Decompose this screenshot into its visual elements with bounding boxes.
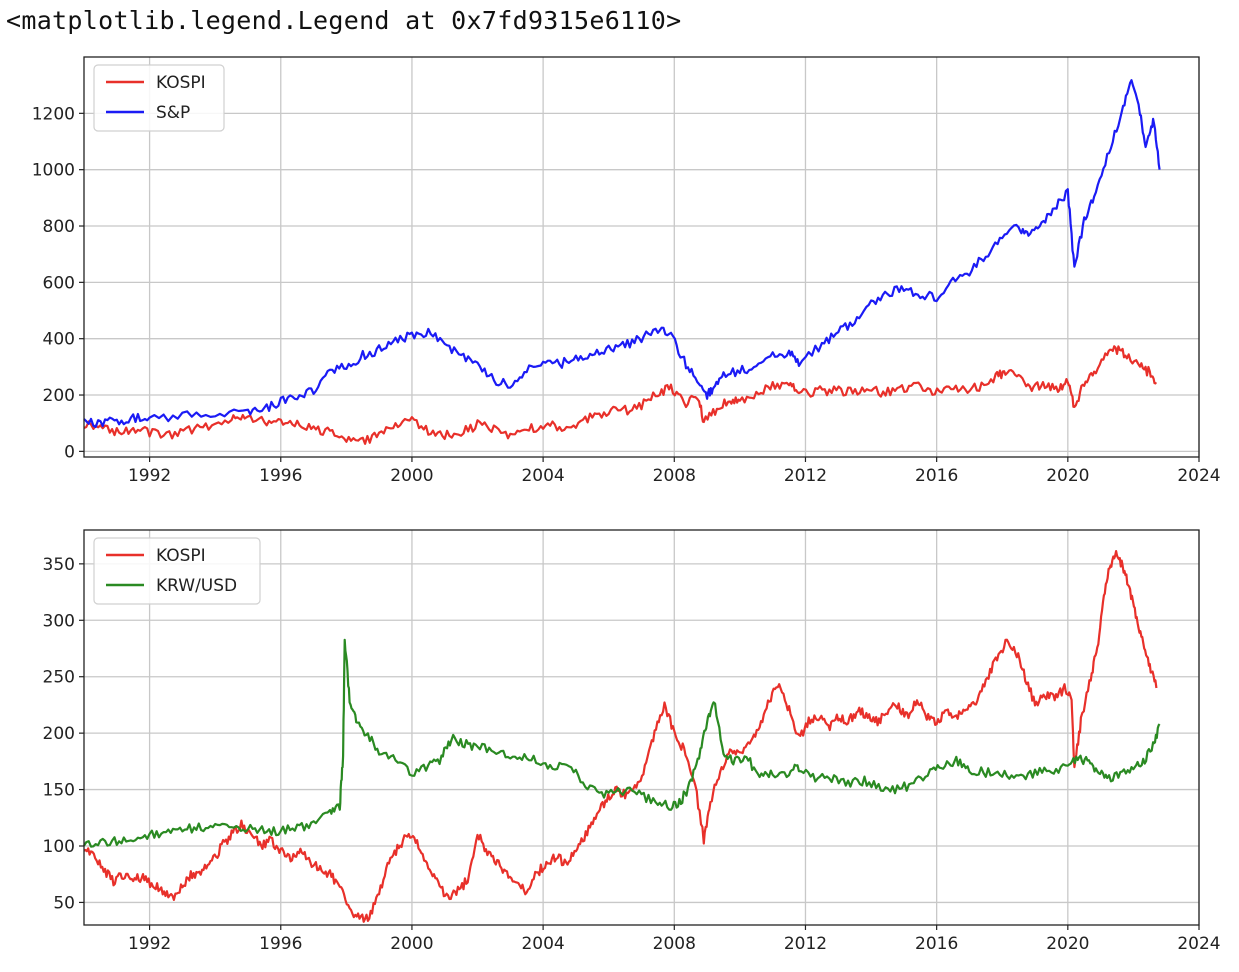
- legend-label: KOSPI: [156, 546, 206, 566]
- x-tick-label: 1996: [259, 934, 302, 954]
- y-tick-label: 350: [43, 555, 75, 575]
- series-line-s-p: [83, 79, 1161, 429]
- y-tick-label: 100: [43, 837, 75, 857]
- x-tick-label: 2008: [653, 934, 696, 954]
- axes-frame: [83, 529, 1200, 926]
- y-tick-label: 800: [43, 217, 75, 237]
- x-tick-label: 2004: [521, 934, 564, 954]
- y-tick-label: 300: [43, 611, 75, 631]
- plot-panel-2: 1992 1996 2000 2004 2008 2012 2016 2020 2024 50 10…: [43, 529, 1221, 954]
- output-text: <matplotlib.legend.Legend at 0x7fd9315e6…: [6, 6, 682, 35]
- legend: KOSPI KRW/USD: [93, 537, 261, 605]
- y-tick-label: 0: [64, 442, 75, 462]
- x-tick-label: 2024: [1177, 466, 1220, 486]
- legend-label: KRW/USD: [156, 576, 237, 596]
- x-tick-label: 2004: [521, 466, 564, 486]
- x-tick-label: 1992: [128, 934, 171, 954]
- y-tick-label: 1000: [32, 161, 75, 181]
- y-tick-label: 400: [43, 330, 75, 350]
- series-line-kospi: [83, 345, 1158, 445]
- plot-panel-1: 1992 1996 2000 2004 2008 2012 2016 2020 2024 0 200…: [32, 56, 1221, 486]
- axes-frame: [83, 56, 1200, 458]
- y-tick-label: 150: [43, 781, 75, 801]
- legend-label: S&P: [156, 103, 190, 123]
- y-tick-label: 250: [43, 668, 75, 688]
- legend-label: KOSPI: [156, 73, 206, 93]
- x-tick-label: 2000: [390, 934, 433, 954]
- series-line-krw-usd: [83, 638, 1161, 848]
- x-tick-label: 2000: [390, 466, 433, 486]
- y-tick-label: 200: [43, 386, 75, 406]
- legend: KOSPI S&P: [93, 64, 225, 132]
- series-line-kospi: [83, 549, 1158, 923]
- x-tick-label: 2020: [1046, 466, 1089, 486]
- y-tick-label: 1200: [32, 104, 75, 124]
- x-tick-label: 2016: [915, 934, 958, 954]
- x-tick-label: 1992: [128, 466, 171, 486]
- x-tick-label: 1996: [259, 466, 302, 486]
- x-tick-label: 2020: [1046, 934, 1089, 954]
- x-tick-label: 2024: [1177, 934, 1220, 954]
- x-tick-label: 2012: [784, 466, 827, 486]
- y-tick-label: 600: [43, 273, 75, 293]
- x-tick-label: 2012: [784, 934, 827, 954]
- x-tick-label: 2008: [653, 466, 696, 486]
- y-tick-label: 200: [43, 724, 75, 744]
- y-tick-label: 50: [53, 893, 75, 913]
- x-tick-label: 2016: [915, 466, 958, 486]
